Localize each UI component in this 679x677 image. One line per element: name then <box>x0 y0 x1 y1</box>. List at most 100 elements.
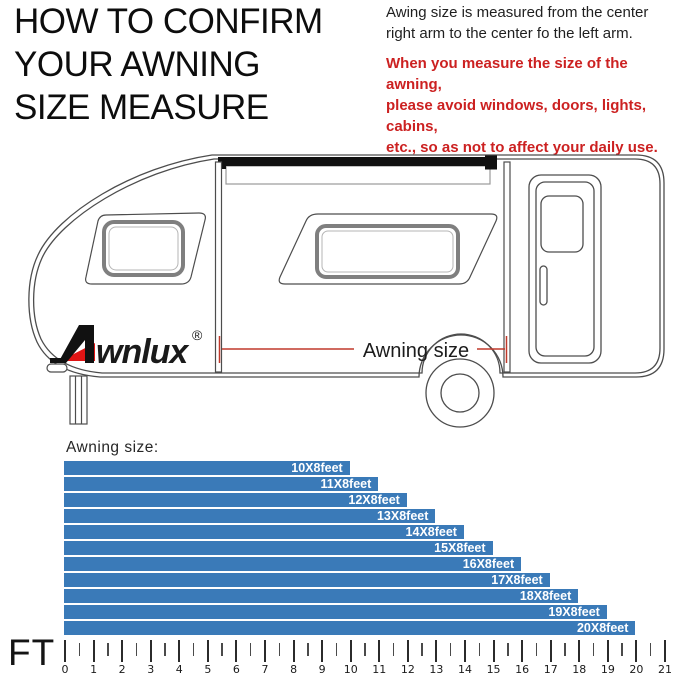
ruler-tick-21 <box>663 640 666 662</box>
ruler-tick-7 <box>263 640 266 662</box>
awning-roller <box>221 157 492 166</box>
ruler-number-20: 20 <box>629 663 644 676</box>
ruler-number-8: 8 <box>290 663 298 676</box>
bar-15X8feet: 15X8feet <box>64 541 493 555</box>
dimension-label: Awning size <box>363 340 469 362</box>
wheel <box>425 358 495 428</box>
bar-14X8feet: 14X8feet <box>64 525 464 539</box>
ruler-minor-tick <box>107 643 109 656</box>
ruler-tick-16 <box>521 640 524 662</box>
logo-foot <box>50 358 64 363</box>
ruler-minor-tick <box>78 643 81 656</box>
front-handle <box>46 363 68 373</box>
ruler-number-17: 17 <box>543 663 558 676</box>
brand-logo: wnlux ® <box>50 325 203 371</box>
ruler-minor-tick <box>507 643 509 656</box>
logo-wordmark: wnlux <box>96 333 190 371</box>
ruler-number-2: 2 <box>118 663 126 676</box>
ruler-number-7: 7 <box>261 663 269 676</box>
ruler-number-11: 11 <box>372 663 387 676</box>
trailer-body-outline <box>28 154 665 378</box>
ruler-tick-6 <box>235 640 238 662</box>
ruler-tick-15 <box>492 640 495 662</box>
bar-18X8feet: 18X8feet <box>64 589 579 603</box>
bar-20X8feet: 20X8feet <box>64 621 636 635</box>
ruler-number-6: 6 <box>232 663 240 676</box>
ruler-minor-tick <box>621 643 623 656</box>
warning-note-line-3: etc., so as not to affect your daily use… <box>386 139 658 156</box>
bar-19X8feet: 19X8feet <box>64 605 607 619</box>
page-title: HOW TO CONFIRM YOUR AWNING SIZE MEASURE <box>14 0 323 129</box>
ruler-number-14: 14 <box>457 663 472 676</box>
ruler-tick-3 <box>149 640 152 662</box>
ruler-minor-tick <box>278 643 281 656</box>
ruler-minor-tick <box>164 643 166 656</box>
page-title-line-3: SIZE MEASURE <box>14 88 269 127</box>
ruler-number-4: 4 <box>175 663 183 676</box>
ruler-number-3: 3 <box>147 663 155 676</box>
ruler-minor-tick <box>192 643 195 656</box>
ruler-number-1: 1 <box>90 663 98 676</box>
ruler: FT 0 1 2 3 4 5 6 7 8 9 10 11 12 13 14 15 16 17 18 19 20 21 <box>0 632 679 677</box>
warning-note: When you measure the size of the awning,… <box>386 53 679 158</box>
ruler-number-0: 0 <box>61 663 69 676</box>
ruler-number-15: 15 <box>486 663 501 676</box>
ruler-number-19: 19 <box>600 663 615 676</box>
ruler-minor-tick <box>364 643 366 656</box>
ruler-tick-12 <box>406 640 409 662</box>
awning-fabric <box>225 165 491 185</box>
ruler-minor-tick <box>649 643 652 656</box>
door-handle <box>539 265 548 306</box>
awning-roller-right-cap <box>485 155 497 170</box>
jockey-post <box>46 363 88 425</box>
bar-17X8feet: 17X8feet <box>64 573 550 587</box>
ruler-minor-tick <box>421 643 423 656</box>
ruler-tick-14 <box>463 640 466 662</box>
page-title-line-1: HOW TO CONFIRM <box>14 2 323 41</box>
ruler-tick-17 <box>549 640 552 662</box>
ruler-number-16: 16 <box>515 663 530 676</box>
bar-10X8feet: 10X8feet <box>64 461 350 475</box>
bar-13X8feet: 13X8feet <box>64 509 436 523</box>
ruler-minor-tick <box>135 643 138 656</box>
bar-16X8feet: 16X8feet <box>64 557 522 571</box>
chart-title: Awning size: <box>66 439 159 456</box>
ruler-minor-tick <box>535 643 538 656</box>
ruler-tick-5 <box>206 640 209 662</box>
ruler-tick-19 <box>606 640 609 662</box>
ruler-number-12: 12 <box>400 663 415 676</box>
side-window <box>278 213 498 285</box>
ruler-tick-20 <box>635 640 638 662</box>
warning-note-line-2: please avoid windows, doors, lights, cab… <box>386 97 647 135</box>
warning-note-line-1: When you measure the size of the awning, <box>386 55 628 93</box>
ruler-tick-9 <box>321 640 324 662</box>
door-window <box>540 195 584 253</box>
ruler-tick-10 <box>349 640 352 662</box>
ruler-tick-11 <box>378 640 381 662</box>
awning-left-arm <box>214 161 223 373</box>
ruler-minor-tick <box>335 643 338 656</box>
wheel-hub <box>440 373 480 413</box>
bar-12X8feet: 12X8feet <box>64 493 407 507</box>
ruler-number-10: 10 <box>343 663 358 676</box>
ruler-minor-tick <box>392 643 395 656</box>
ruler-minor-tick <box>449 643 452 656</box>
ruler-tick-8 <box>292 640 295 662</box>
logo-registered-icon: ® <box>192 327 203 343</box>
ruler-unit-label: FT <box>8 632 56 673</box>
measure-note-line-2: right arm to the center fo the left arm. <box>386 25 633 42</box>
ruler-number-9: 9 <box>318 663 326 676</box>
door <box>528 174 602 364</box>
measure-note-line-1: Awing size is measured from the center <box>386 4 649 21</box>
ruler-tick-0 <box>64 640 66 662</box>
ruler-minor-tick <box>478 643 481 656</box>
ruler-number-5: 5 <box>204 663 212 676</box>
ruler-number-18: 18 <box>572 663 587 676</box>
ruler-tick-4 <box>178 640 181 662</box>
ruler-tick-13 <box>435 640 438 662</box>
ruler-minor-tick <box>221 643 223 656</box>
ruler-tick-1 <box>92 640 95 662</box>
ruler-minor-tick <box>592 643 595 656</box>
